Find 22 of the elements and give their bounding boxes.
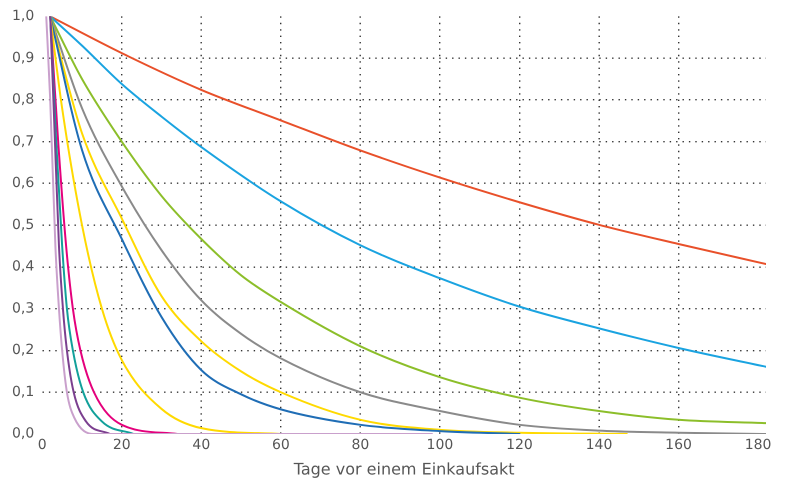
x-tick-label: 120 — [506, 437, 533, 454]
x-tick-label: 40 — [192, 437, 210, 454]
x-tick-label: 100 — [426, 437, 454, 454]
y-tick-label: 0,9 — [12, 50, 34, 66]
y-tick-label: 1,0 — [12, 8, 34, 24]
y-tick-label: 0,7 — [12, 133, 34, 150]
x-tick-label: 20 — [112, 437, 131, 454]
x-tick-label: 0 — [38, 437, 47, 454]
y-tick-label: 0,0 — [12, 426, 34, 442]
y-tick-label: 0,8 — [12, 92, 34, 108]
y-tick-label: 0,6 — [12, 175, 34, 192]
x-axis-title: Tage vor einem Einkaufsakt — [292, 460, 515, 479]
y-tick-label: 0,4 — [12, 258, 34, 275]
x-tick-label: 180 — [744, 437, 772, 454]
x-tick-label: 160 — [665, 437, 692, 454]
y-tick-label: 0,5 — [12, 216, 34, 233]
y-tick-label: 0,1 — [12, 384, 34, 400]
y-tick-label: 0,3 — [12, 300, 34, 316]
x-tick-label: 80 — [351, 437, 370, 454]
x-tick-label: 60 — [272, 437, 290, 454]
x-tick-label: 140 — [586, 437, 612, 454]
y-tick-label: 0,2 — [12, 342, 34, 358]
